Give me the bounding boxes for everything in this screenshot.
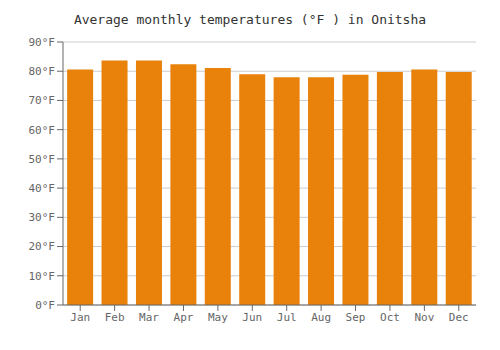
svg-text:Jun: Jun <box>242 311 262 324</box>
svg-text:80°F: 80°F <box>29 65 56 78</box>
svg-text:70°F: 70°F <box>29 94 56 107</box>
svg-text:10°F: 10°F <box>29 270 56 283</box>
svg-text:0°F: 0°F <box>35 299 55 312</box>
svg-text:Nov: Nov <box>414 311 434 324</box>
html-text:Average monthly temperatures (: Average monthly temperatures (°F ) in On… <box>73 12 427 27</box>
svg-text:Feb: Feb <box>105 311 125 324</box>
svg-text:Oct: Oct <box>380 311 400 324</box>
svg-text:Jan: Jan <box>70 311 90 324</box>
svg-text:Apr: Apr <box>174 311 194 324</box>
svg-text:Aug: Aug <box>311 311 331 324</box>
svg-text:40°F: 40°F <box>29 182 56 195</box>
svg-text:60°F: 60°F <box>29 124 56 137</box>
svg-text:May: May <box>208 311 228 324</box>
svg-text:20°F: 20°F <box>29 240 56 253</box>
svg-text:Dec: Dec <box>449 311 469 324</box>
svg-text:Jul: Jul <box>277 311 297 324</box>
svg-text:30°F: 30°F <box>29 211 56 224</box>
svg-text:50°F: 50°F <box>29 153 56 166</box>
svg-text:Sep: Sep <box>346 311 366 324</box>
svg-text:Mar: Mar <box>139 311 159 324</box>
svg-text:90°F: 90°F <box>29 36 56 49</box>
